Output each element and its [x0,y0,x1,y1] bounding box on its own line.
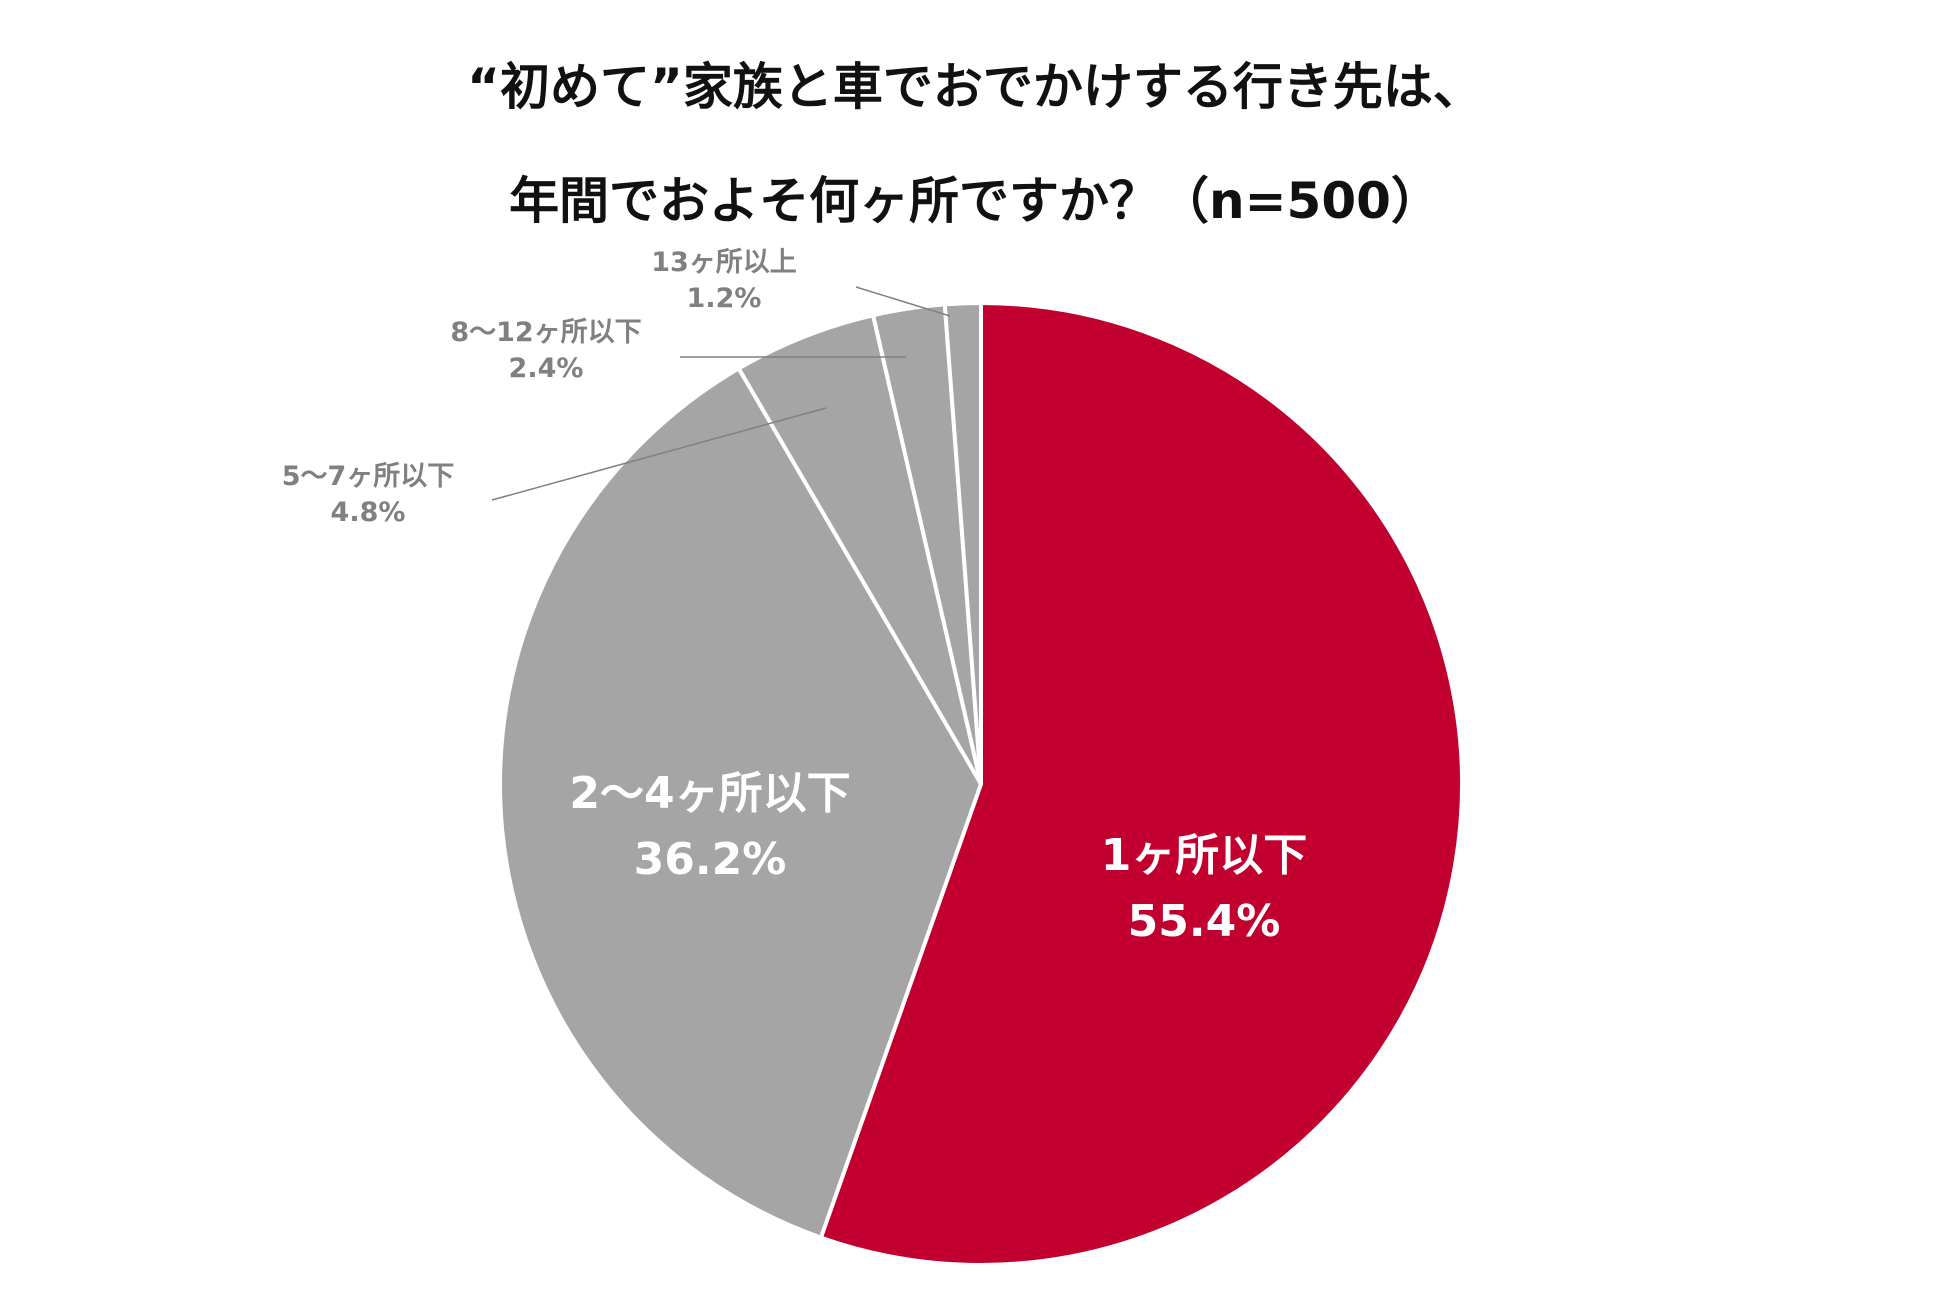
slice-value-label-1: 55.4% [1128,896,1281,947]
pie-slice-2 [498,366,983,1240]
slice-label-3: 5〜7ヶ所以下 [282,461,455,492]
slice-value-label-3: 4.8% [331,497,406,528]
leader-line-3 [491,407,827,501]
slice-label-4: 8〜12ヶ所以下 [450,317,641,348]
slice-value-label-5: 1.2% [687,283,762,314]
slice-label-1: 1ヶ所以下 [1101,830,1308,881]
pie-slices [498,301,1464,1267]
slice-value-label-4: 2.4% [509,353,584,384]
slice-labels: 1ヶ所以下 55.4% 2〜4ヶ所以下 36.2% 5〜7ヶ所以下 4.8% 8〜12ヶ所以… [282,247,1308,947]
pie-slice-5 [942,301,983,786]
leader-lines [491,286,951,501]
chart-title-line-2: 年間でおよそ何ヶ所ですか？（n=500） [509,172,1441,230]
slice-label-5: 13ヶ所以上 [651,247,797,278]
slice-label-2: 2〜4ヶ所以下 [569,768,850,819]
leader-line-5 [855,286,951,317]
slice-value-label-2: 36.2% [634,834,787,885]
chart-title-line-1: “初めて”家族と車でおでかけする行き先は、 [467,58,1483,116]
